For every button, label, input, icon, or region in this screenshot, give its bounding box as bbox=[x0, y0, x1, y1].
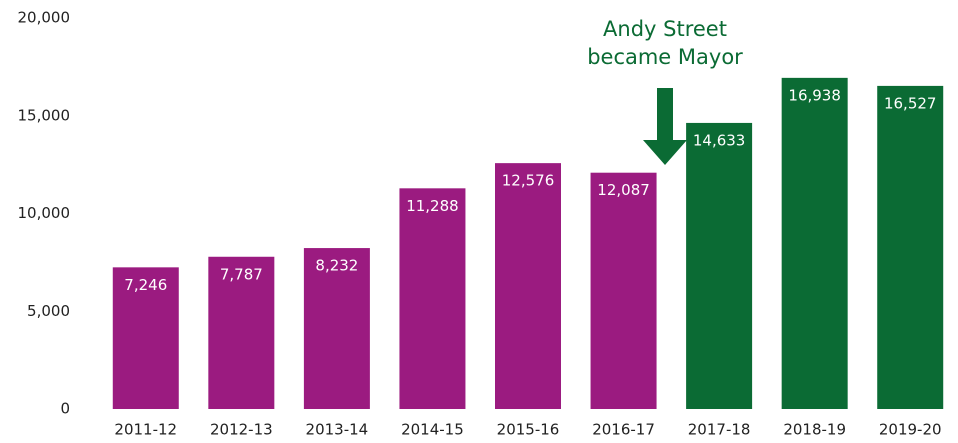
x-tick-label: 2011-12 bbox=[114, 421, 177, 439]
x-tick-label: 2016-17 bbox=[592, 421, 655, 439]
y-tick-label: 20,000 bbox=[18, 9, 71, 27]
annotation-line: became Mayor bbox=[587, 45, 743, 69]
value-label: 16,527 bbox=[884, 94, 937, 112]
bar bbox=[112, 267, 179, 409]
bar bbox=[303, 248, 370, 409]
y-tick-label: 5,000 bbox=[27, 302, 70, 320]
value-label: 7,787 bbox=[220, 265, 263, 283]
bar bbox=[590, 172, 657, 409]
annotation: Andy Street became Mayor bbox=[587, 17, 743, 165]
value-label: 11,288 bbox=[406, 197, 459, 215]
bar bbox=[208, 256, 275, 409]
x-tick-label: 2012-13 bbox=[210, 421, 273, 439]
bar bbox=[781, 77, 848, 410]
value-label: 12,087 bbox=[597, 181, 650, 199]
value-label: 8,232 bbox=[315, 257, 358, 275]
y-tick-label: 0 bbox=[60, 400, 70, 418]
x-tick-label: 2019-20 bbox=[879, 421, 942, 439]
annotation-line: Andy Street bbox=[603, 17, 727, 41]
value-label: 16,938 bbox=[788, 86, 841, 104]
annotation-arrow bbox=[643, 88, 687, 165]
value-label: 7,246 bbox=[124, 276, 167, 294]
bar bbox=[877, 85, 944, 409]
x-tick-label: 2018-19 bbox=[783, 421, 846, 439]
bar bbox=[399, 188, 466, 409]
y-tick-label: 15,000 bbox=[18, 106, 71, 124]
x-tick-label: 2015-16 bbox=[497, 421, 560, 439]
y-tick-label: 10,000 bbox=[18, 204, 71, 222]
bar bbox=[495, 163, 561, 409]
bar bbox=[686, 122, 753, 409]
x-tick-label: 2014-15 bbox=[401, 421, 464, 439]
value-label: 14,633 bbox=[693, 131, 746, 149]
x-tick-label: 2017-18 bbox=[688, 421, 751, 439]
x-tick-label: 2013-14 bbox=[306, 421, 369, 439]
value-label: 12,576 bbox=[502, 172, 555, 190]
